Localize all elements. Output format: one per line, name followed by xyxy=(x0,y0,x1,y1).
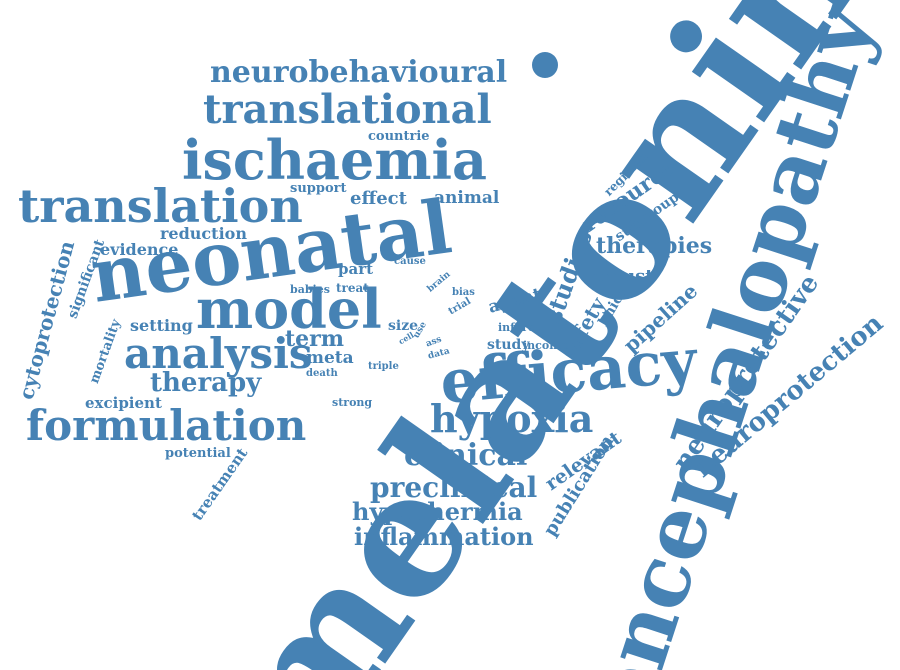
word-excipient: excipient xyxy=(85,394,162,412)
word-translational: translational xyxy=(203,86,492,133)
word-support: support xyxy=(290,181,347,196)
word-income: income xyxy=(523,339,568,352)
word-cytoprotection: cytoprotection xyxy=(13,238,80,402)
word-preclinical: preclinical xyxy=(370,471,538,504)
word-neurobehavioural: neurobehavioural xyxy=(210,55,508,90)
word-treat: treat xyxy=(336,281,369,295)
word-infarct: infarct xyxy=(498,321,540,334)
word-clinical: clinical xyxy=(404,438,528,473)
word-strong: strong xyxy=(332,396,373,409)
word-therapy: therapy xyxy=(150,368,262,398)
dot-decoration xyxy=(532,52,558,78)
word-mortality: mortality xyxy=(87,317,125,386)
word-hypoxia: hypoxia xyxy=(430,396,594,441)
word-formulation: formulation xyxy=(26,401,307,450)
word-potential: potential xyxy=(165,446,231,461)
word-setting: setting xyxy=(130,316,193,335)
word-triple: triple xyxy=(368,361,399,372)
word-robust: robust xyxy=(588,266,654,287)
word-hypothermia: hypothermia xyxy=(352,497,523,526)
word-term: term xyxy=(285,326,345,352)
word-evidence: evidence xyxy=(100,240,179,259)
word-bias: bias xyxy=(452,287,475,298)
word-meta: meta xyxy=(306,348,354,368)
word-effect: effect xyxy=(350,188,407,209)
word-translation: translation xyxy=(18,179,303,233)
word-therapies: therapies xyxy=(596,233,713,259)
word-cause: cause xyxy=(394,256,426,267)
word-reduction: reduction xyxy=(160,224,247,243)
word-death: death xyxy=(306,368,338,379)
word-study: study xyxy=(487,337,530,353)
word-model: model xyxy=(196,277,382,341)
word-countrie: countrie xyxy=(368,129,430,144)
word-ischaemia: ischaemia xyxy=(182,128,488,192)
word-babies: babies xyxy=(290,283,330,296)
word-brain: brain xyxy=(425,269,453,295)
word-part: part xyxy=(338,260,374,278)
word-animal: animal xyxy=(434,188,500,208)
word-size: size xyxy=(388,318,419,334)
word-inflammation: inflammation xyxy=(354,522,534,551)
word-analysis: analysis xyxy=(124,329,313,378)
